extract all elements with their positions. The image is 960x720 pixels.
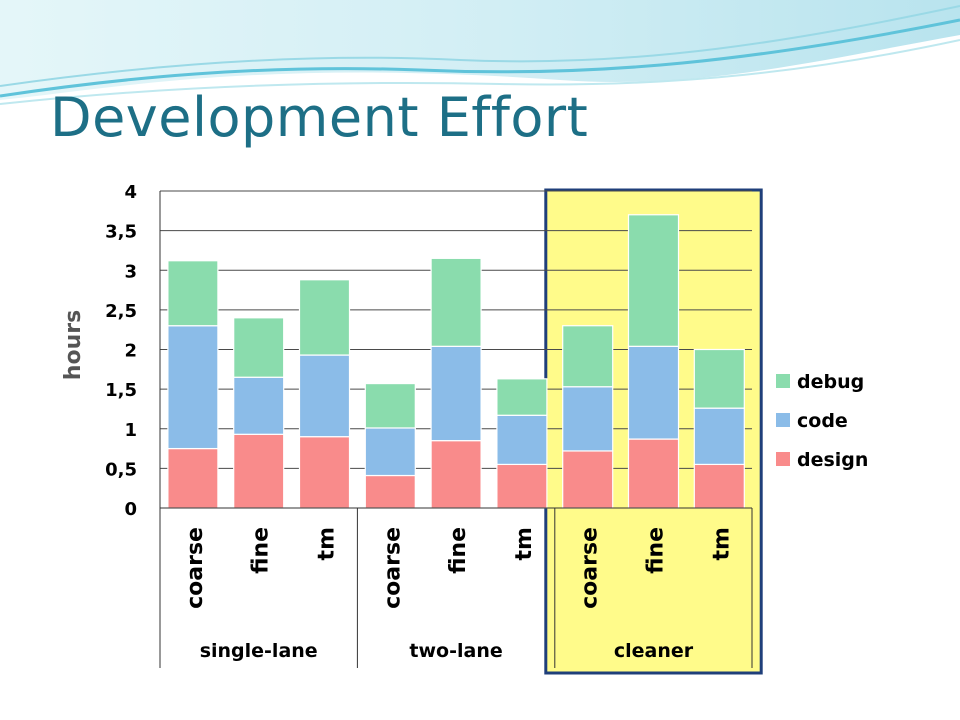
bar-segment-code xyxy=(496,414,548,466)
header-wave-fill xyxy=(0,0,960,100)
y-tick-label: 2,5 xyxy=(105,301,137,322)
bar-segment-design xyxy=(298,436,351,509)
bar-segment-code xyxy=(562,386,614,452)
bar-segment-debug xyxy=(430,257,482,347)
bar-segment-code xyxy=(364,427,416,477)
y-tick-label: 0,5 xyxy=(105,459,137,480)
y-tick-label: 3,5 xyxy=(105,222,137,243)
bar-segment-design xyxy=(693,463,745,509)
bar-segment-design xyxy=(562,450,614,509)
legend-swatch-debug xyxy=(776,374,790,388)
bar-segment-design xyxy=(364,474,416,509)
legend: debug code design xyxy=(776,371,868,471)
slide-title: Development Effort xyxy=(50,86,589,149)
bar-segment-code xyxy=(167,325,219,450)
labels: 0 0,5 1 1,5 2 2,5 3 3,5 4 hours coarse fine tm single… xyxy=(61,182,734,662)
bar-segment-code xyxy=(430,345,482,442)
y-tick-label: 4 xyxy=(124,182,137,203)
header-wave-line-2 xyxy=(0,5,960,87)
category-label: tm xyxy=(315,527,340,560)
category-label: fine xyxy=(446,527,471,574)
category-label: fine xyxy=(249,527,274,574)
bar-segment-design xyxy=(627,438,680,509)
group-label: single-lane xyxy=(200,640,318,662)
bar-segment-design xyxy=(496,463,548,509)
group-label: cleaner xyxy=(614,640,694,662)
category-label: coarse xyxy=(183,527,208,609)
y-tick-label: 1 xyxy=(124,420,137,441)
y-tick-label: 1,5 xyxy=(105,380,137,401)
bar-segment-code xyxy=(298,354,351,438)
category-label: coarse xyxy=(578,527,603,609)
y-tick-label: 3 xyxy=(124,261,137,282)
bar-segment-debug xyxy=(496,378,548,416)
bar-segment-debug xyxy=(627,214,680,347)
legend-swatch-code xyxy=(776,413,790,427)
bar-segment-code xyxy=(693,407,745,466)
legend-label-debug: debug xyxy=(797,371,864,393)
bar-segment-code xyxy=(627,345,680,440)
bar-segment-debug xyxy=(167,260,219,327)
legend-label-code: code xyxy=(797,410,848,432)
y-tick-label: 0 xyxy=(124,499,137,520)
bar-segment-debug xyxy=(364,382,416,429)
category-label: tm xyxy=(512,527,537,560)
bar-segment-debug xyxy=(562,325,614,388)
header-wave-line-1 xyxy=(0,18,960,98)
bar-segment-design xyxy=(167,447,219,509)
legend-label-design: design xyxy=(797,449,868,471)
bar-segment-design xyxy=(233,433,285,509)
bar-segment-debug xyxy=(693,348,745,409)
bar-segment-debug xyxy=(233,317,285,378)
y-axis-title: hours xyxy=(61,310,86,380)
category-label: tm xyxy=(709,527,734,560)
bars xyxy=(167,214,745,509)
group-label: two-lane xyxy=(409,640,502,662)
header-wave-line-3 xyxy=(0,39,960,105)
category-label: coarse xyxy=(380,527,405,609)
bar-segment-debug xyxy=(298,279,351,356)
legend-swatch-design xyxy=(776,452,790,466)
axes xyxy=(159,191,753,668)
bar-segment-code xyxy=(233,376,285,435)
category-label: fine xyxy=(644,527,669,574)
y-tick-label: 2 xyxy=(124,341,137,362)
bar-segment-design xyxy=(430,440,482,509)
